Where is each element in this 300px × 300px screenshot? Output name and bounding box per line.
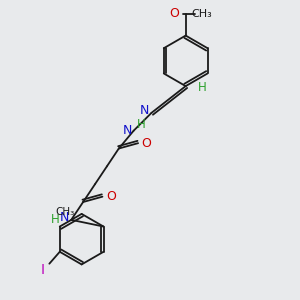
Text: N: N [122, 124, 132, 137]
Text: N: N [140, 104, 149, 117]
Text: I: I [41, 263, 45, 277]
Text: H: H [50, 213, 59, 226]
Text: O: O [106, 190, 116, 203]
Text: H: H [198, 81, 206, 94]
Text: N: N [60, 211, 69, 224]
Text: CH₃: CH₃ [56, 206, 75, 217]
Text: H: H [137, 118, 146, 131]
Text: CH₃: CH₃ [192, 9, 212, 19]
Text: O: O [142, 137, 152, 150]
Text: O: O [169, 8, 179, 20]
